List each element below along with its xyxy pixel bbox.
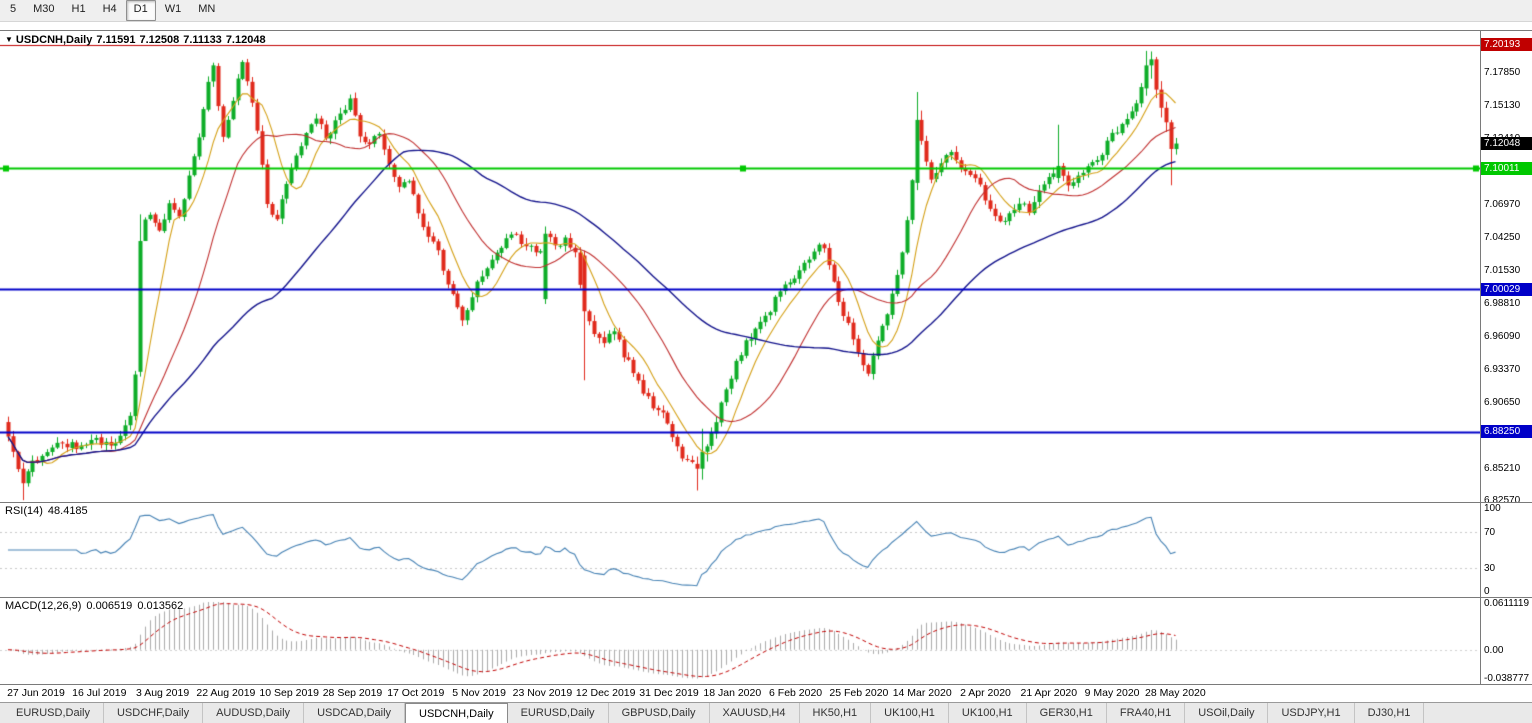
chart-tab-dj30-h1[interactable]: DJ30,H1 xyxy=(1355,703,1425,723)
chart-tab-usdcnh-daily[interactable]: USDCNH,Daily xyxy=(405,703,508,723)
price-tick-label: 7.04250 xyxy=(1484,231,1521,243)
timeframe-button-5[interactable]: 5 xyxy=(10,3,17,15)
chart-tab-ger30-h1[interactable]: GER30,H1 xyxy=(1027,703,1107,723)
date-tick-label: 6 Feb 2020 xyxy=(769,687,823,699)
date-tick-label: 25 Feb 2020 xyxy=(829,687,889,699)
chart-high-value: 7.12508 xyxy=(139,34,180,46)
date-tick-label: 16 Jul 2019 xyxy=(72,687,127,699)
rsi-panel: RSI(14) 48.4185 100 70 30 0 xyxy=(0,502,1532,597)
toolbar-gap xyxy=(0,22,1532,30)
price-badge-6.88250: 6.88250 xyxy=(1481,425,1532,439)
chart-tab-uk100-h1[interactable]: UK100,H1 xyxy=(949,703,1027,723)
date-tick-label: 31 Dec 2019 xyxy=(639,687,699,699)
price-tick-label: 6.90650 xyxy=(1484,396,1521,408)
macd-axis[interactable]: 0.0611119 0.00 -0.038777 xyxy=(1480,598,1532,684)
chart-tab-xauusd-h4[interactable]: XAUUSD,H4 xyxy=(710,703,800,723)
chart-open-value: 7.11591 xyxy=(96,34,136,46)
macd-signal-value: 0.013562 xyxy=(137,600,184,612)
rsi-tick-label: 30 xyxy=(1484,562,1496,574)
chart-symbol-period: USDCNH,Daily xyxy=(15,34,93,46)
timeframe-button-d1[interactable]: D1 xyxy=(125,0,156,21)
date-tick-label: 2 Apr 2020 xyxy=(960,687,1011,699)
price-plot[interactable]: ▼ USDCNH,Daily 7.11591 7.12508 7.11133 7.1204… xyxy=(0,31,1480,502)
price-tick-label: 7.15130 xyxy=(1484,100,1521,112)
chart-tab-usdcad-daily[interactable]: USDCAD,Daily xyxy=(304,703,406,723)
date-tick-label: 28 May 2020 xyxy=(1145,687,1206,699)
price-tick-label: 7.17850 xyxy=(1484,67,1521,79)
rsi-axis[interactable]: 100 70 30 0 xyxy=(1480,503,1532,597)
chart-tab-usdchf-daily[interactable]: USDCHF,Daily xyxy=(104,703,204,723)
date-tick-label: 5 Nov 2019 xyxy=(452,687,506,699)
chart-tab-audusd-daily[interactable]: AUDUSD,Daily xyxy=(203,703,305,723)
macd-indicator-name: MACD(12,26,9) xyxy=(5,600,82,612)
macd-tick-label: 0.00 xyxy=(1484,644,1504,656)
macd-plot[interactable]: MACD(12,26,9) 0.006519 0.013562 xyxy=(0,598,1480,684)
rsi-tick-label: 0 xyxy=(1484,586,1490,597)
date-tick-label: 18 Jan 2020 xyxy=(703,687,762,699)
timeframe-toolbar: 5 M30 H1 H4 D1 W1 MN xyxy=(0,0,1532,22)
timeframe-button-h4[interactable]: H4 xyxy=(102,3,117,15)
date-tick-label: 22 Aug 2019 xyxy=(196,687,256,699)
price-tick-label: 6.85210 xyxy=(1484,462,1521,474)
price-tick-label: 6.96090 xyxy=(1484,330,1521,342)
rsi-tick-label: 100 xyxy=(1484,503,1501,514)
chart-tab-usdjpy-h1[interactable]: USDJPY,H1 xyxy=(1268,703,1355,723)
price-panel: ▼ USDCNH,Daily 7.11591 7.12508 7.11133 7.1204… xyxy=(0,30,1532,502)
chart-tab-usoil-daily[interactable]: USOil,Daily xyxy=(1185,703,1269,723)
rsi-plot[interactable]: RSI(14) 48.4185 xyxy=(0,503,1480,597)
chart-menu-icon[interactable]: ▼ xyxy=(5,35,13,44)
timeframe-button-h1[interactable]: H1 xyxy=(71,3,86,15)
date-tick-label: 14 Mar 2020 xyxy=(892,687,952,699)
date-tick-label: 12 Dec 2019 xyxy=(575,687,636,699)
macd-panel: MACD(12,26,9) 0.006519 0.013562 0.0611119 0… xyxy=(0,597,1532,684)
date-axis[interactable]: 27 Jun 2019 16 Jul 2019 3 Aug 2019 22 Aug 2… xyxy=(0,684,1532,702)
price-badge-7.20193: 7.20193 xyxy=(1481,38,1532,52)
chart-tab-uk100-h1[interactable]: UK100,H1 xyxy=(871,703,949,723)
price-tick-label: 7.06970 xyxy=(1484,199,1521,211)
rsi-current-value: 48.4185 xyxy=(47,505,88,517)
macd-main-value: 0.006519 xyxy=(86,600,133,612)
date-tick-label: 3 Aug 2019 xyxy=(136,687,190,699)
price-badge-7.10011: 7.10011 xyxy=(1481,161,1532,175)
chart-low-value: 7.11133 xyxy=(183,34,222,46)
date-tick-label: 23 Nov 2019 xyxy=(512,687,573,699)
date-tick-label: 10 Sep 2019 xyxy=(259,687,319,699)
chart-close-value: 7.12048 xyxy=(225,34,266,46)
date-tick-label: 17 Oct 2019 xyxy=(387,687,445,699)
chart-tab-eurusd-daily[interactable]: EURUSD,Daily xyxy=(508,703,609,723)
date-tick-label: 21 Apr 2020 xyxy=(1020,687,1078,699)
price-badge-7.12048: 7.12048 xyxy=(1481,137,1532,151)
rsi-tick-label: 70 xyxy=(1484,527,1496,539)
price-axis[interactable]: 7.178507.151307.124107.096907.069707.042… xyxy=(1480,31,1532,502)
price-badge-7.00029: 7.00029 xyxy=(1481,282,1532,296)
price-tick-label: 6.93370 xyxy=(1484,363,1521,375)
chart-title: ▼ USDCNH,Daily 7.11591 7.12508 7.11133 7.1204… xyxy=(5,34,270,46)
macd-tick-label: 0.0611119 xyxy=(1484,598,1530,609)
date-tick-label: 28 Sep 2019 xyxy=(322,687,383,699)
price-tick-label: 6.98810 xyxy=(1484,297,1521,309)
chart-tab-hk50-h1[interactable]: HK50,H1 xyxy=(800,703,872,723)
price-chart-canvas[interactable] xyxy=(0,31,1480,502)
rsi-indicator-name: RSI(14) xyxy=(5,505,43,517)
date-tick-label: 27 Jun 2019 xyxy=(7,687,65,699)
chart-tabs-bar: EURUSD,Daily USDCHF,Daily AUDUSD,Daily USDC… xyxy=(0,702,1532,723)
price-tick-label: 7.01530 xyxy=(1484,264,1521,276)
timeframe-button-mn[interactable]: MN xyxy=(198,3,216,15)
rsi-label: RSI(14) 48.4185 xyxy=(5,505,93,517)
chart-tab-eurusd-daily[interactable]: EURUSD,Daily xyxy=(3,703,104,723)
price-tick-label: 6.82570 xyxy=(1484,494,1521,502)
date-tick-label: 9 May 2020 xyxy=(1084,687,1140,699)
timeframe-button-m30[interactable]: M30 xyxy=(33,3,55,15)
chart-tab-fra40-h1[interactable]: FRA40,H1 xyxy=(1107,703,1186,723)
macd-canvas[interactable] xyxy=(0,598,1480,684)
macd-tick-label: -0.038777 xyxy=(1484,673,1530,684)
chart-tab-gbpusd-daily[interactable]: GBPUSD,Daily xyxy=(609,703,710,723)
macd-label: MACD(12,26,9) 0.006519 0.013562 xyxy=(5,600,188,612)
rsi-canvas[interactable] xyxy=(0,503,1480,597)
timeframe-button-w1[interactable]: W1 xyxy=(164,3,182,15)
